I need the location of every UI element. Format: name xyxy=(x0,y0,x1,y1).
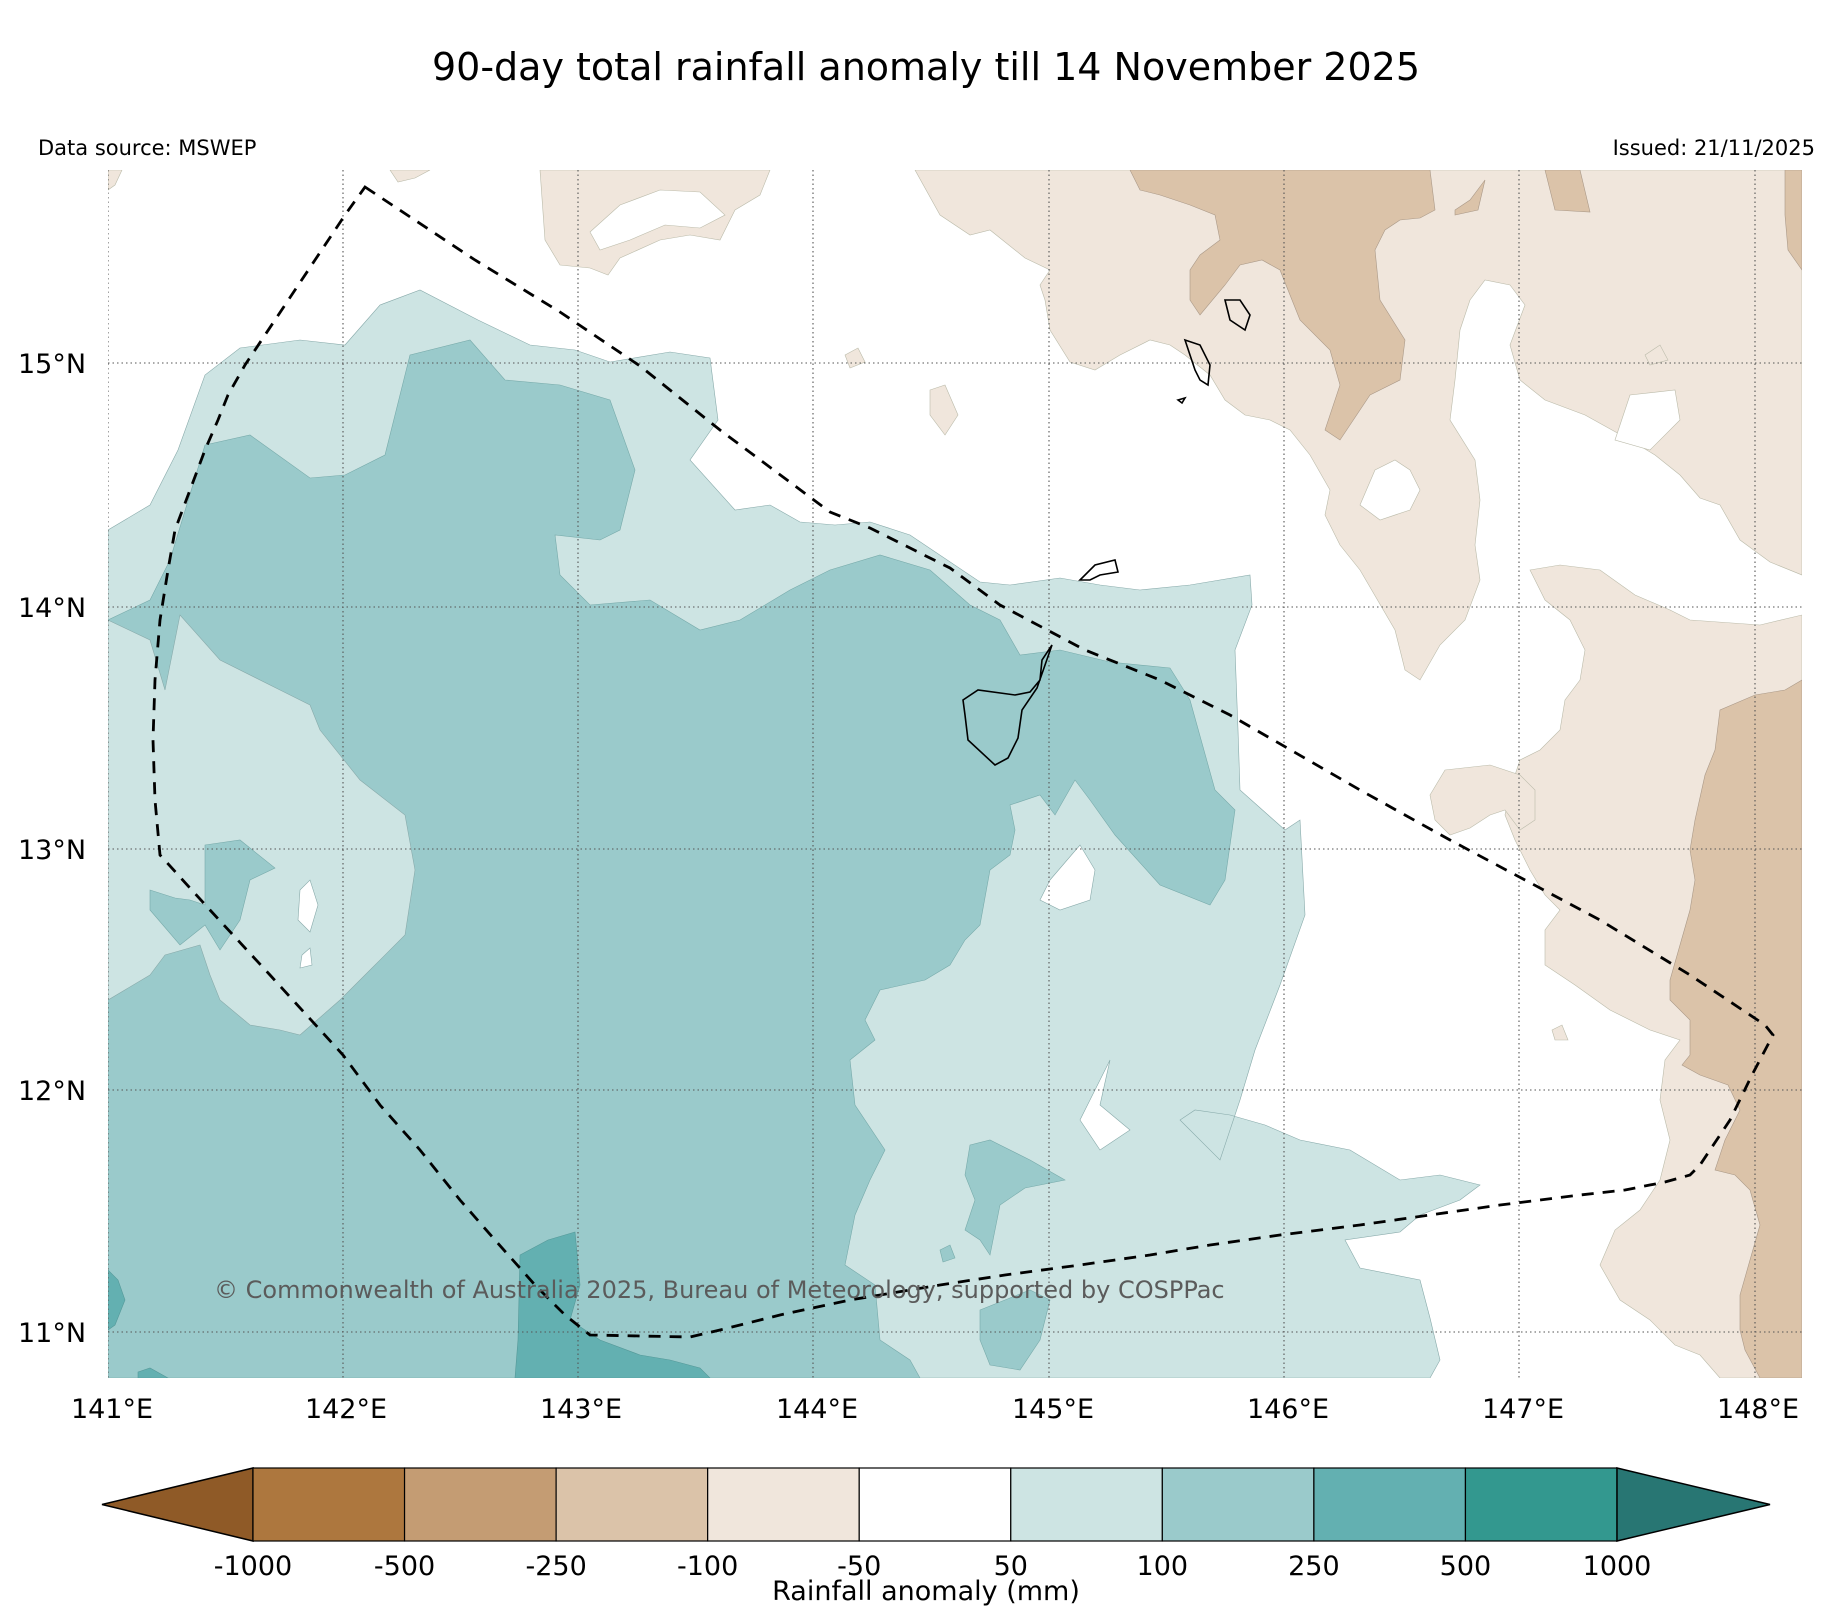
colorbar-label: Rainfall anomaly (mm) xyxy=(772,1576,1080,1607)
colorbar-segment xyxy=(555,1467,709,1542)
colorbar-segment xyxy=(252,1467,406,1542)
colorbar-tick-label: 250 xyxy=(1288,1551,1340,1582)
data-source-label: Data source: MSWEP xyxy=(38,136,256,160)
island-tinian-coastline xyxy=(1183,338,1211,387)
lat-label-12n: 12°N xyxy=(18,1076,86,1107)
colorbar-tick-label: -250 xyxy=(525,1551,586,1582)
colorbar-tick-label: 500 xyxy=(1440,1551,1492,1582)
lat-label-11n: 11°N xyxy=(18,1318,86,1349)
colorbar-segment xyxy=(403,1467,557,1542)
colorbar-extend-high xyxy=(1616,1467,1771,1542)
island-coastlines xyxy=(962,299,1251,766)
longitude-tick-labels: 141°E 142°E 143°E 144°E 145°E 146°E 147°… xyxy=(71,1394,1799,1425)
colorbar xyxy=(101,1467,1771,1542)
anomaly-region-250-500 xyxy=(514,1231,711,1378)
lon-label-146e: 146°E xyxy=(1247,1394,1329,1425)
colorbar-tick-label: -1000 xyxy=(214,1551,292,1582)
map-graticule xyxy=(108,170,1802,1378)
colorbar-segment xyxy=(707,1467,860,1542)
latitude-tick-labels: 15°N 14°N 13°N 12°N 11°N xyxy=(18,349,86,1349)
anomaly-region-100-250 xyxy=(108,339,1236,1378)
island-saipan-coastline xyxy=(1223,299,1251,332)
island-rota-coastline xyxy=(1078,559,1119,581)
colorbar-segment xyxy=(1010,1467,1163,1542)
lon-label-141e: 141°E xyxy=(71,1394,153,1425)
colorbar-tick-label: -50 xyxy=(837,1551,881,1582)
anomaly-region-minus250-minus100 xyxy=(1129,170,1436,441)
copyright-notice: © Commonwealth of Australia 2025, Bureau… xyxy=(214,1276,1225,1304)
colorbar-segment xyxy=(858,1467,1012,1542)
lat-label-13n: 13°N xyxy=(18,835,86,866)
colorbar-tick-labels: -1000 -500 -250 -100 -50 50 100 250 500 1000 xyxy=(214,1551,1652,1582)
lat-label-15n: 15°N xyxy=(18,349,86,380)
lon-label-148e: 148°E xyxy=(1717,1394,1799,1425)
lon-label-147e: 147°E xyxy=(1482,1394,1564,1425)
colorbar-segment xyxy=(1313,1467,1467,1542)
lon-label-144e: 144°E xyxy=(776,1394,858,1425)
lon-label-145e: 145°E xyxy=(1012,1394,1094,1425)
colorbar-tick-label: 100 xyxy=(1137,1551,1189,1582)
island-anatahan-coastline xyxy=(1176,396,1187,405)
colorbar-segment xyxy=(1464,1467,1618,1542)
colorbar-extend-low xyxy=(101,1467,254,1542)
colorbar-segment xyxy=(1161,1467,1315,1542)
figure-title: 90-day total rainfall anomaly till 14 No… xyxy=(432,45,1420,89)
eez-boundary-line xyxy=(151,185,1775,1339)
issued-date-label: Issued: 21/11/2025 xyxy=(1613,136,1815,160)
lon-label-142e: 142°E xyxy=(305,1394,387,1425)
lon-label-143e: 143°E xyxy=(540,1394,622,1425)
colorbar-tick-label: 50 xyxy=(994,1551,1028,1582)
colorbar-tick-label: -500 xyxy=(374,1551,435,1582)
lat-label-14n: 14°N xyxy=(18,593,86,624)
colorbar-tick-label: -100 xyxy=(677,1551,738,1582)
map-plot-area: © Commonwealth of Australia 2025, Bureau… xyxy=(108,170,1802,1378)
colorbar-tick-label: 1000 xyxy=(1583,1551,1652,1582)
island-guam-coastline xyxy=(962,644,1053,766)
